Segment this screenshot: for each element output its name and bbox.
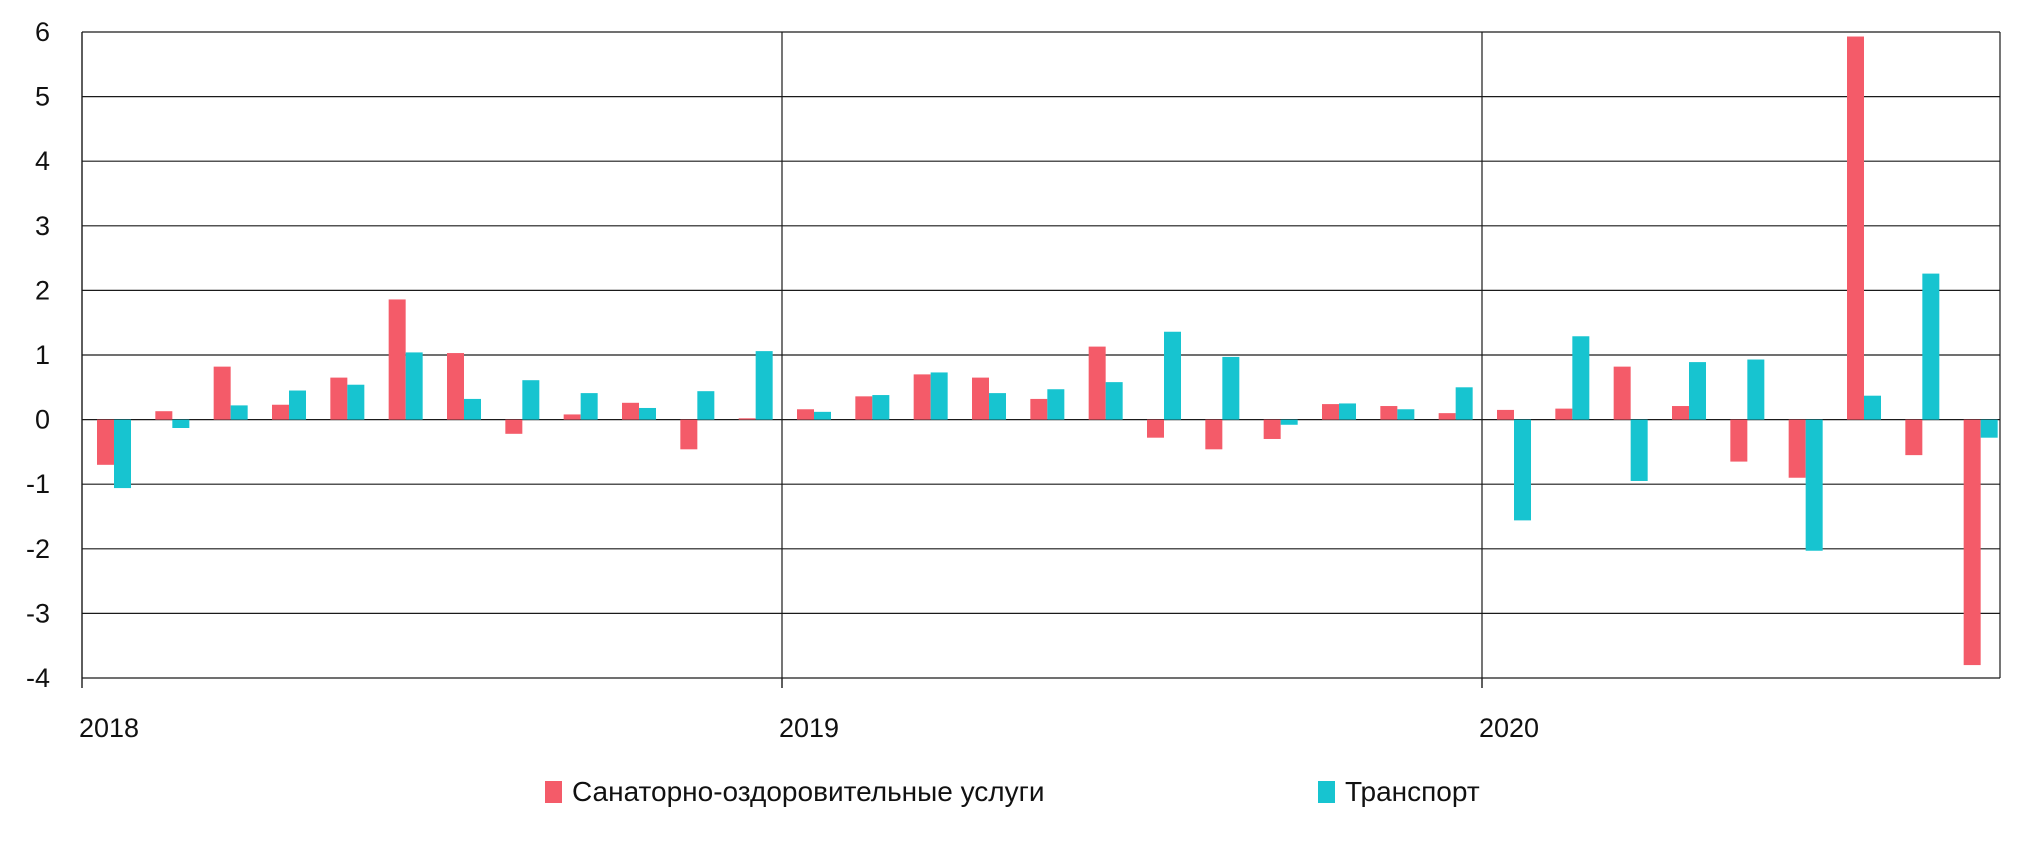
bar-series-0 (622, 402, 639, 420)
bar-series-1 (872, 395, 890, 420)
y-axis-tick-labels: 6 5 4 3 2 1 0 -1 -2 -3 -4 (26, 17, 50, 693)
y-tick-label: 3 (35, 211, 50, 241)
bar-series-0 (1088, 346, 1106, 420)
bar-series-0 (213, 366, 231, 420)
bar-series-0 (1263, 419, 1281, 439)
bar-series-1 (1455, 387, 1473, 420)
bar-series-1 (930, 372, 948, 420)
y-tick-label: -1 (26, 469, 50, 499)
bar-series-1 (1047, 389, 1065, 420)
axes (81, 32, 2001, 688)
bar-series-0 (272, 404, 289, 420)
bar-series-1 (1922, 273, 1940, 420)
bar-series-1 (1864, 395, 1881, 420)
bar-series-1 (347, 384, 365, 420)
y-tick-label: 5 (35, 82, 50, 112)
bar-series-0 (1555, 408, 1573, 420)
y-tick-label: 0 (35, 405, 50, 435)
x-tick-label: 2018 (79, 713, 139, 743)
bar-series-0 (1380, 406, 1398, 420)
legend-label: Транспорт (1345, 776, 1480, 807)
bar-series-1 (1280, 419, 1298, 425)
bar-series-0 (447, 353, 464, 420)
bar-series-1 (1747, 359, 1765, 420)
bar-series-1 (1980, 419, 1998, 438)
bar-series-0 (1963, 419, 1981, 666)
y-tick-label: -3 (26, 598, 50, 628)
bar-series-0 (388, 299, 406, 420)
bars (97, 36, 1998, 666)
bar-series-0 (972, 377, 989, 420)
bar-series-0 (97, 419, 114, 465)
y-tick-label: -2 (26, 534, 50, 564)
bar-series-1 (989, 393, 1006, 420)
bar-series-0 (1788, 419, 1806, 478)
bar-series-0 (1030, 398, 1048, 420)
bar-series-1 (172, 419, 190, 428)
bar-series-1 (1572, 336, 1590, 420)
bar-series-0 (1847, 36, 1864, 420)
bar-series-0 (1147, 419, 1164, 438)
bar-series-0 (1438, 413, 1456, 420)
bar-series-1 (1339, 403, 1356, 420)
bar-series-1 (522, 380, 540, 420)
bar-series-1 (697, 391, 715, 420)
bar-series-1 (1105, 382, 1123, 420)
bar-series-0 (738, 418, 756, 420)
bar-series-0 (155, 411, 173, 420)
bar-series-0 (1672, 406, 1689, 420)
bar-series-1 (1222, 356, 1240, 420)
bar-series-1 (1689, 362, 1706, 420)
bar-series-1 (464, 398, 481, 420)
y-tick-label: 6 (35, 17, 50, 47)
bar-series-1 (1164, 331, 1181, 420)
legend-item-1: Транспорт (1318, 776, 1480, 808)
bar-series-1 (1630, 419, 1648, 481)
bar-series-1 (230, 405, 248, 420)
legend-label: Санаторно-оздоровительные услуги (572, 776, 1045, 807)
bar-series-0 (1322, 404, 1339, 420)
x-axis-tick-labels: 2018 2019 2020 (79, 713, 1539, 743)
bar-series-0 (1730, 419, 1748, 462)
bar-series-1 (405, 352, 423, 420)
bar-series-1 (1397, 409, 1415, 420)
bar-series-0 (680, 419, 698, 450)
legend-swatch (1318, 781, 1335, 803)
grid-lines (82, 31, 2000, 679)
bar-series-0 (797, 409, 814, 420)
y-tick-label: -4 (26, 663, 50, 693)
bar-series-0 (1613, 366, 1631, 420)
bar-series-0 (855, 396, 873, 420)
x-tick-label: 2020 (1479, 713, 1539, 743)
bar-series-1 (289, 390, 306, 420)
bar-series-0 (1905, 419, 1923, 456)
bar-series-0 (330, 377, 348, 420)
bar-series-1 (639, 407, 656, 420)
bar-series-0 (1497, 409, 1514, 420)
bar-series-1 (814, 411, 831, 420)
y-tick-label: 2 (35, 275, 50, 305)
x-tick-label: 2019 (779, 713, 839, 743)
bar-series-1 (755, 351, 773, 420)
bar-series-1 (580, 393, 598, 420)
bar-series-1 (1514, 419, 1531, 521)
legend-swatch (545, 781, 562, 803)
bar-series-0 (563, 414, 581, 420)
y-tick-label: 4 (35, 146, 50, 176)
legend-item-0: Санаторно-оздоровительные услуги (545, 776, 1045, 808)
bar-series-1 (114, 419, 131, 489)
bar-series-1 (1805, 419, 1823, 551)
bar-series-0 (505, 419, 523, 434)
bar-series-0 (1205, 419, 1223, 450)
y-tick-label: 1 (35, 340, 50, 370)
bar-series-0 (913, 374, 931, 420)
